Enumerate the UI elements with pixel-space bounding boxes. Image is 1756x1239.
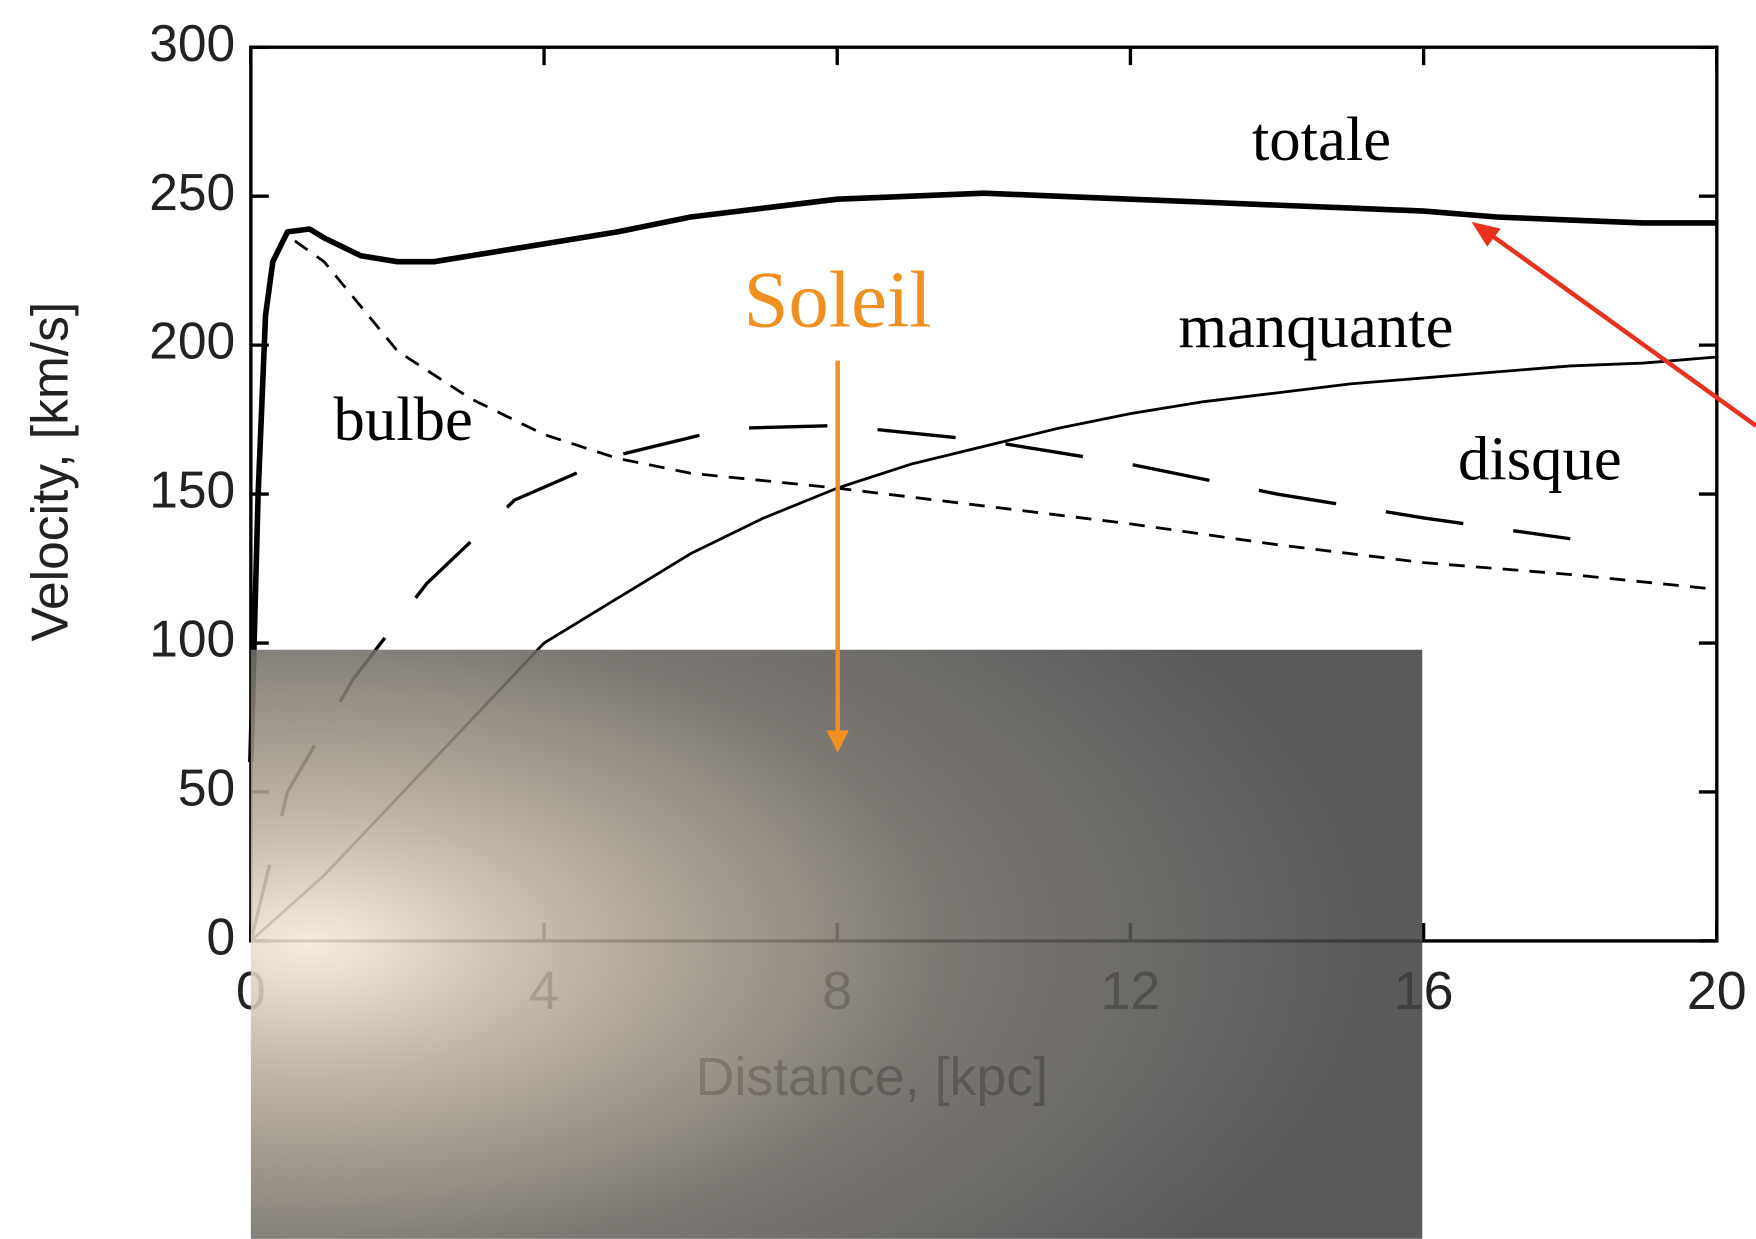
- y-tick-label: 150: [149, 461, 235, 519]
- y-tick-label: 50: [178, 759, 235, 817]
- series-label: totale: [1252, 104, 1391, 174]
- y-tick-label: 200: [149, 312, 235, 370]
- page: {"chart_data": { "type": "line", "xlabel…: [0, 0, 1756, 1239]
- x-tick-label: 20: [1687, 961, 1747, 1021]
- series-line: [295, 241, 1717, 590]
- chart: 050100150200250300048121620Distance, [kp…: [0, 0, 1756, 1239]
- series-label: manquante: [1178, 291, 1453, 361]
- y-axis-label: Velocity, [km/s]: [20, 302, 78, 642]
- series-label: bulbe: [334, 384, 473, 454]
- y-tick-label: 0: [207, 908, 236, 966]
- y-tick-label: 300: [149, 14, 235, 72]
- annotation: Soleil: [744, 256, 932, 345]
- y-tick-label: 250: [149, 163, 235, 221]
- red-arrow-head: [1472, 222, 1501, 247]
- y-tick-label: 100: [149, 610, 235, 668]
- series-label: disque: [1458, 423, 1622, 493]
